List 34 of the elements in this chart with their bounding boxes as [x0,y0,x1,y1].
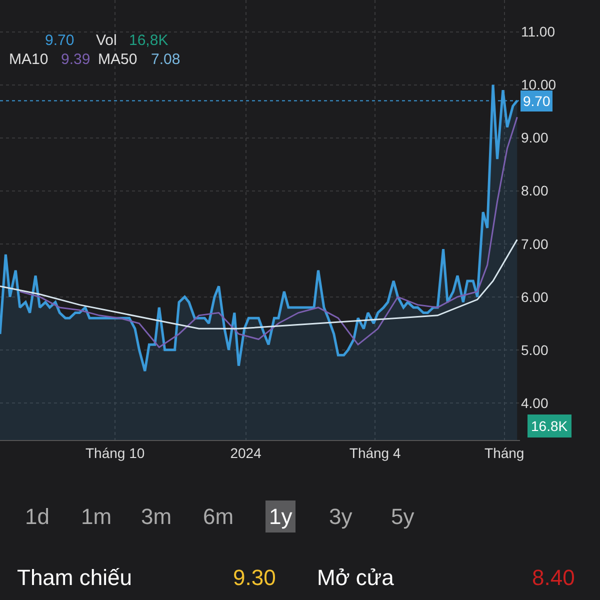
annotation: MA50 [98,51,138,68]
text: 8.40 [532,565,575,590]
annotation: Vol [96,32,117,49]
y-tick-label: 7.00 [521,236,548,252]
line-series [0,238,518,330]
text: 9.30 [233,565,276,590]
y-tick-label: 6.00 [521,288,548,305]
text: 1m [81,504,112,529]
text: 3m [141,504,172,529]
text: 16.8K [531,418,568,434]
y-tick-label: 4.00 [521,394,548,411]
x-tick-label: Tháng [484,444,524,461]
y-tick-label: 10.00 [521,76,556,93]
annotation: 9.70 [45,32,74,49]
y-tick-label: 5.00 [521,342,548,358]
x-tick-label: Tháng 10 [85,444,145,461]
x-tick-label: 2024 [230,444,262,461]
text: 3y [329,504,352,529]
text: 1y [269,504,292,529]
annotation: 7.08 [151,51,180,68]
text: 1d [25,504,50,529]
text: Mở cửa [317,565,395,590]
ref-line-label: 9.70 [523,93,550,109]
line-series [19,116,518,348]
y-tick-label: 9.00 [521,130,548,146]
text: 6m [203,504,234,529]
x-tick-label: Tháng 4 [349,444,401,461]
text: Tham chiếu [17,565,132,590]
annotation: 9.39 [61,51,90,68]
y-tick-label: 8.00 [521,182,548,199]
text: 5y [391,504,414,529]
annotation: MA10 [9,51,48,68]
y-tick-label: 11.00 [521,24,556,40]
annotation: 16,8K [129,32,168,49]
